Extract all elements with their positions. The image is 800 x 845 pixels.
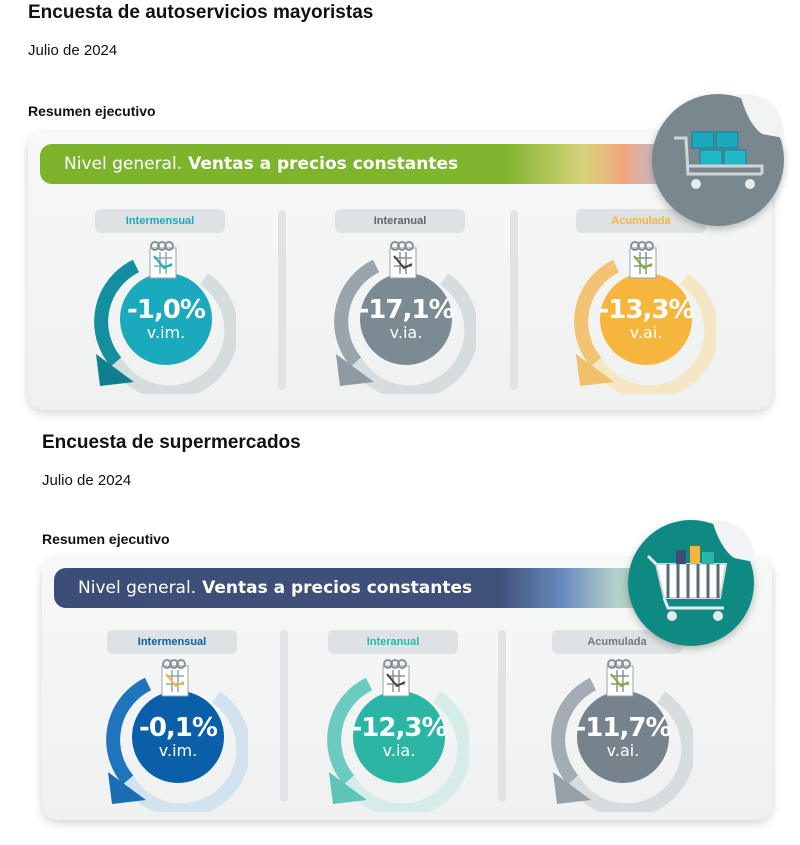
- gauge-arrow-icon: [574, 259, 716, 394]
- section1-summary-heading: Resumen ejecutivo: [28, 103, 156, 119]
- metric-circle-interanual: -17,1% v.ia.: [358, 273, 455, 365]
- spreadsheet-icon: [629, 241, 657, 279]
- banner-title: Ventas a precios constantes: [188, 154, 459, 174]
- section2-date: Julio de 2024: [42, 472, 132, 489]
- metric-label-intermensual: Intermensual: [95, 209, 225, 233]
- metric-circle-intermensual: -1,0% v.im.: [120, 273, 212, 365]
- metric-label-interanual: Interanual: [335, 209, 465, 233]
- spreadsheet-icon: [389, 241, 417, 279]
- metric-unit: v.ai.: [606, 741, 640, 760]
- metric-unit: v.ia.: [389, 323, 423, 342]
- metric-value: -17,1%: [358, 295, 455, 325]
- metric-circle-interanual: -12,3% v.ia.: [351, 691, 448, 783]
- metric-circle-intermensual: -0,1% v.im.: [132, 691, 224, 783]
- section2-title: Encuesta de supermercados: [42, 432, 301, 453]
- metric-circle-acumulada: -13,3% v.ai.: [598, 273, 695, 365]
- metric-value: -11,7%: [575, 713, 672, 743]
- section1-banner: Nivel general. Ventas a precios constant…: [40, 144, 704, 184]
- metric-label-interanual: Interanual: [328, 630, 458, 654]
- column-divider: [278, 210, 286, 390]
- gauge-arrow-icon: [327, 677, 469, 812]
- supermarket-cart-icon: [628, 520, 754, 646]
- metric-label-intermensual: Intermensual: [107, 630, 237, 654]
- section2-summary-card: Nivel general. Ventas a precios constant…: [42, 558, 772, 820]
- section1-title: Encuesta de autoservicios mayoristas: [28, 2, 374, 23]
- banner-label: Nivel general.: [64, 154, 183, 174]
- section2-banner: Nivel general. Ventas a precios constant…: [54, 568, 708, 608]
- section2-summary-heading: Resumen ejecutivo: [42, 531, 170, 547]
- metric-value: -1,0%: [127, 295, 206, 325]
- spreadsheet-icon: [606, 659, 634, 697]
- column-divider: [498, 630, 506, 802]
- gauge-arrow-icon: [551, 677, 693, 812]
- column-divider: [280, 630, 288, 802]
- metric-unit: v.im.: [146, 323, 186, 342]
- metric-value: -13,3%: [598, 295, 695, 325]
- spreadsheet-icon: [382, 659, 410, 697]
- metric-value: -0,1%: [139, 713, 218, 743]
- gauge-arrow-icon: [334, 259, 476, 394]
- gauge-arrow-icon: [94, 259, 236, 394]
- metric-unit: v.ia.: [382, 741, 416, 760]
- section1-summary-card: Nivel general. Ventas a precios constant…: [28, 132, 772, 410]
- metric-value: -12,3%: [351, 713, 448, 743]
- metric-unit: v.ai.: [629, 323, 663, 342]
- banner-title: Ventas a precios constantes: [202, 578, 473, 598]
- section1-date: Julio de 2024: [28, 42, 118, 59]
- metric-unit: v.im.: [158, 741, 198, 760]
- spreadsheet-icon: [149, 241, 177, 279]
- shopping-cart-with-boxes-icon: [652, 94, 784, 226]
- column-divider: [510, 210, 518, 390]
- gauge-arrow-icon: [106, 677, 248, 812]
- spreadsheet-icon: [161, 659, 189, 697]
- banner-label: Nivel general.: [78, 578, 197, 598]
- metric-circle-acumulada: -11,7% v.ai.: [575, 691, 672, 783]
